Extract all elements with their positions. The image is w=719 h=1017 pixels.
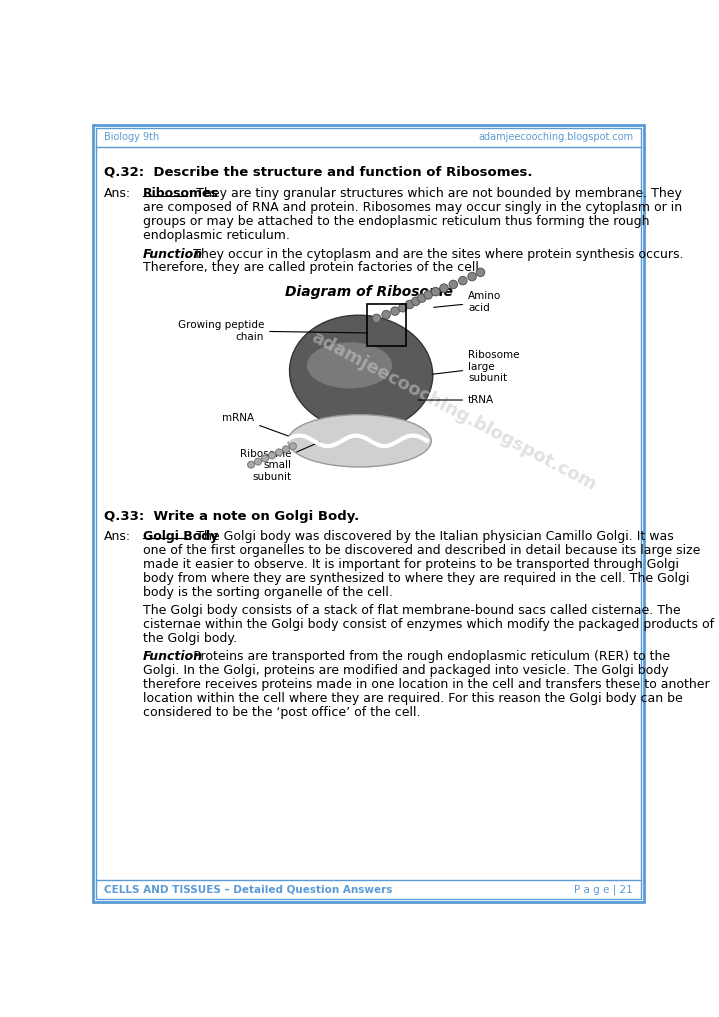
Text: : The Golgi body was discovered by the Italian physician Camillo Golgi. It was: : The Golgi body was discovered by the I… <box>188 530 674 543</box>
Text: Ribosome
small
subunit: Ribosome small subunit <box>240 442 320 482</box>
Circle shape <box>390 307 399 315</box>
FancyBboxPatch shape <box>96 128 641 899</box>
Circle shape <box>290 442 296 450</box>
Text: Q.33:  Write a note on Golgi Body.: Q.33: Write a note on Golgi Body. <box>104 511 359 523</box>
Circle shape <box>418 294 426 302</box>
Circle shape <box>247 462 255 468</box>
Text: mRNA: mRNA <box>222 413 293 437</box>
Circle shape <box>459 277 467 285</box>
Text: Amino
acid: Amino acid <box>434 292 501 313</box>
Circle shape <box>283 445 290 453</box>
Text: cisternae within the Golgi body consist of enzymes which modify the packaged pro: cisternae within the Golgi body consist … <box>142 618 714 631</box>
Circle shape <box>275 448 283 456</box>
Circle shape <box>262 455 268 462</box>
Ellipse shape <box>290 315 433 431</box>
Text: Growing peptide
chain: Growing peptide chain <box>178 320 367 342</box>
Circle shape <box>372 314 381 322</box>
Text: Q.32:  Describe the structure and function of Ribosomes.: Q.32: Describe the structure and functio… <box>104 166 532 179</box>
Text: one of the first organelles to be discovered and described in detail because its: one of the first organelles to be discov… <box>142 544 700 557</box>
Circle shape <box>468 273 477 281</box>
Text: CELLS AND TISSUES – Detailed Question Answers: CELLS AND TISSUES – Detailed Question An… <box>104 885 392 895</box>
Text: the Golgi body.: the Golgi body. <box>142 632 237 645</box>
Text: Function: Function <box>142 247 203 260</box>
Circle shape <box>406 300 414 309</box>
Text: adamjeecooching.blogspot.com: adamjeecooching.blogspot.com <box>478 132 633 142</box>
Text: groups or may be attached to the endoplasmic reticulum thus forming the rough: groups or may be attached to the endopla… <box>142 216 649 228</box>
Circle shape <box>398 303 407 312</box>
FancyBboxPatch shape <box>93 125 644 902</box>
Text: Golgi. In the Golgi, proteins are modified and packaged into vesicle. The Golgi : Golgi. In the Golgi, proteins are modifi… <box>142 664 668 677</box>
Ellipse shape <box>288 415 431 467</box>
Text: considered to be the ‘post office’ of the cell.: considered to be the ‘post office’ of th… <box>142 706 420 719</box>
Circle shape <box>449 281 457 289</box>
Text: tRNA: tRNA <box>418 395 494 405</box>
Text: P a g e | 21: P a g e | 21 <box>574 885 633 895</box>
Text: Function: Function <box>142 650 203 663</box>
Text: body from where they are synthesized to where they are required in the cell. The: body from where they are synthesized to … <box>142 572 689 585</box>
Text: body is the sorting organelle of the cell.: body is the sorting organelle of the cel… <box>142 586 393 599</box>
Ellipse shape <box>307 343 392 388</box>
Text: Therefore, they are called protein factories of the cell.: Therefore, they are called protein facto… <box>142 261 482 275</box>
Text: adamjeecooching.blogspot.com: adamjeecooching.blogspot.com <box>308 328 600 494</box>
Text: made it easier to observe. It is important for proteins to be transported throug: made it easier to observe. It is importa… <box>142 558 679 571</box>
Text: Ribosome
large
subunit: Ribosome large subunit <box>432 350 520 383</box>
Text: therefore receives proteins made in one location in the cell and transfers these: therefore receives proteins made in one … <box>142 678 709 691</box>
Text: The Golgi body consists of a stack of flat membrane-bound sacs called cisternae.: The Golgi body consists of a stack of fl… <box>142 604 680 617</box>
Circle shape <box>411 297 420 305</box>
Circle shape <box>440 284 448 292</box>
Text: Diagram of Ribosome: Diagram of Ribosome <box>285 285 453 299</box>
Circle shape <box>476 268 485 277</box>
Circle shape <box>382 310 390 319</box>
Circle shape <box>255 458 262 465</box>
Bar <box>367 304 406 346</box>
Text: location within the cell where they are required. For this reason the Golgi body: location within the cell where they are … <box>142 692 682 705</box>
Text: Ans:: Ans: <box>104 187 131 200</box>
Text: Biology 9th: Biology 9th <box>104 132 159 142</box>
Text: Ribosomes: Ribosomes <box>142 187 219 200</box>
Text: : Proteins are transported from the rough endoplasmic reticulum (RER) to the: : Proteins are transported from the roug… <box>186 650 670 663</box>
Text: are composed of RNA and protein. Ribosomes may occur singly in the cytoplasm or : are composed of RNA and protein. Ribosom… <box>142 201 682 215</box>
Circle shape <box>431 288 440 296</box>
Text: Ans:: Ans: <box>104 530 131 543</box>
Text: endoplasmic reticulum.: endoplasmic reticulum. <box>142 229 290 242</box>
Circle shape <box>268 452 275 459</box>
Text: : They occur in the cytoplasm and are the sites where protein synthesis occurs.: : They occur in the cytoplasm and are th… <box>186 247 684 260</box>
Text: Golgi Body: Golgi Body <box>142 530 218 543</box>
Text: : They are tiny granular structures which are not bounded by membrane. They: : They are tiny granular structures whic… <box>188 187 682 200</box>
Circle shape <box>424 291 432 299</box>
